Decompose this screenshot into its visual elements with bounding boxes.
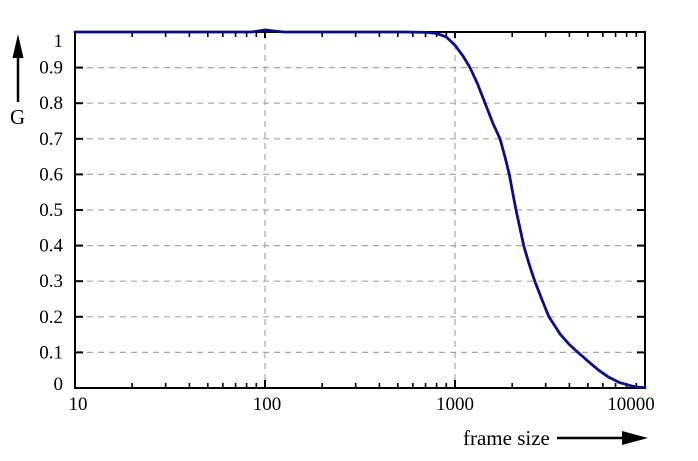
y-tick-label: 0.1: [39, 342, 63, 363]
x-tick-labels: 10 100 1000 10000: [69, 394, 655, 415]
y-tick-label: 0.9: [39, 58, 63, 79]
x-tick-label: 100: [253, 394, 282, 415]
x-axis-label: frame size: [463, 426, 550, 450]
y-tick-label: 0.6: [39, 164, 63, 185]
y-tick-labels: 0 0.1 0.2 0.3 0.4 0.5 0.6 0.7 0.8 0.9 1: [39, 31, 63, 395]
y-tick-label: 0.4: [39, 236, 63, 257]
y-tick-label: 0.7: [39, 129, 63, 150]
x-tick-label: 10: [69, 394, 88, 415]
y-tick-label: 0.3: [39, 271, 63, 292]
x-axis-title: frame size: [463, 426, 648, 450]
x-tick-label: 10000: [607, 394, 655, 415]
y-tick-label: 0: [54, 374, 64, 395]
y-axis-label: G: [10, 105, 25, 129]
y-tick-label: 0.2: [39, 307, 63, 328]
y-tick-label: 0.5: [39, 200, 63, 221]
y-tick-label: 1: [54, 31, 64, 52]
y-axis-title: G: [10, 34, 25, 129]
g-curve-line: [73, 28, 647, 389]
right-arrow-icon: [622, 431, 648, 445]
up-arrow-icon: [12, 34, 24, 58]
y-tick-label: 0.8: [39, 93, 63, 114]
x-tick-label: 1000: [436, 394, 474, 415]
